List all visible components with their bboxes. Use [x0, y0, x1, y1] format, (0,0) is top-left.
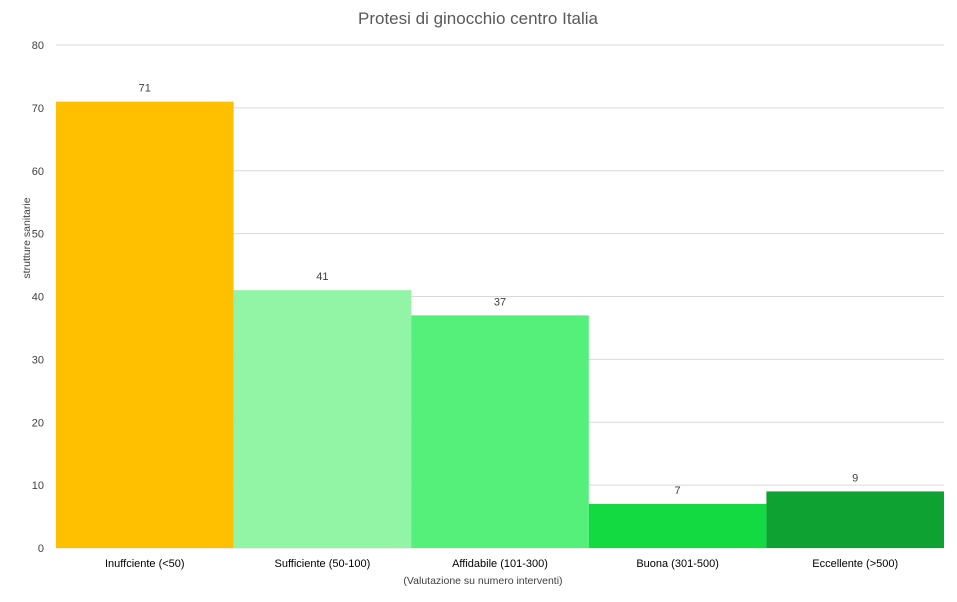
y-axis-label: strutture sanitarie: [21, 197, 33, 278]
bars: [56, 101, 944, 549]
y-tick-label: 80: [32, 40, 44, 52]
y-tick-label: 70: [32, 103, 44, 115]
data-label: 71: [139, 83, 151, 95]
x-tick-label: Buona (301-500): [636, 558, 719, 570]
x-axis-label: (Valutazione su numero interventi): [403, 575, 562, 587]
x-tick-label: Inuffciente (<50): [105, 558, 185, 570]
y-tick-label: 0: [38, 543, 44, 555]
data-label: 9: [852, 472, 858, 484]
y-tick-label: 20: [32, 417, 44, 429]
data-label: 7: [675, 485, 681, 497]
y-tick-label: 50: [32, 229, 44, 241]
y-tick-label: 30: [32, 354, 44, 366]
bar: [233, 290, 412, 548]
x-axis-ticks: Inuffciente (<50) Sufficiente (50-100) Aff…: [105, 558, 898, 570]
bar: [588, 503, 767, 548]
x-tick-label: Affidabile (101-300): [452, 558, 548, 570]
bar: [766, 491, 944, 548]
y-tick-label: 60: [32, 166, 44, 178]
bar: [411, 315, 589, 548]
data-labels: 71 41 37 7 9: [139, 83, 859, 497]
data-label: 41: [316, 271, 328, 283]
x-tick-label: Sufficiente (50-100): [274, 558, 370, 570]
data-label: 37: [494, 296, 506, 308]
y-tick-label: 10: [32, 480, 44, 492]
y-axis-ticks: 0 10 20 30 40 50 60 70 80: [32, 40, 44, 555]
y-tick-label: 40: [32, 292, 44, 304]
bar: [56, 101, 234, 549]
x-tick-label: Eccellente (>500): [812, 558, 898, 570]
chart-title: Protesi di ginocchio centro Italia: [358, 9, 599, 28]
